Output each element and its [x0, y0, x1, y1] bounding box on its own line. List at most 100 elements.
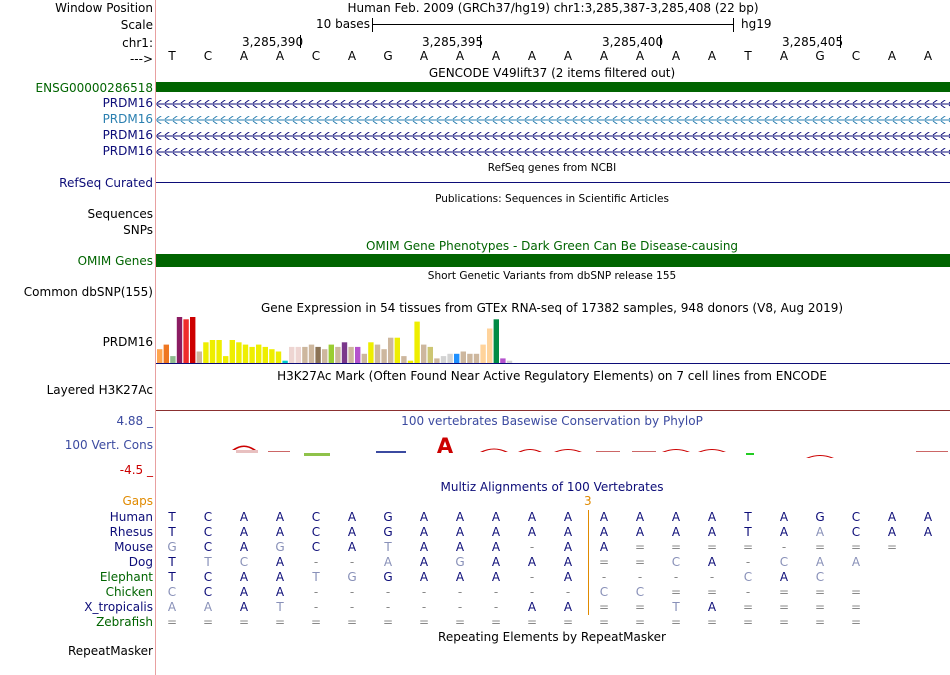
alignment-base: G	[167, 540, 177, 554]
alignment-base: A	[563, 570, 573, 584]
alignment-base: -	[637, 570, 643, 584]
alignment-base: -	[745, 555, 751, 569]
phylop-mark	[632, 451, 656, 452]
alignment-base: A	[419, 525, 429, 539]
alignment-base: =	[850, 585, 862, 599]
scale-label: Scale	[120, 18, 153, 32]
gtex-bar	[493, 319, 499, 363]
ensg-label[interactable]: ENSG00000286518	[35, 81, 153, 95]
species-label[interactable]: Rhesus	[109, 525, 153, 539]
base-letter: A	[275, 49, 285, 63]
alignment-base: A	[923, 510, 933, 524]
alignment-base: C	[239, 555, 249, 569]
omim-feature[interactable]	[156, 254, 950, 267]
gtex-bar	[454, 353, 460, 363]
alignment-base: C	[851, 510, 861, 524]
position-tick	[660, 35, 661, 48]
repeatmasker-title[interactable]: Repeating Elements by RepeatMasker	[438, 630, 666, 644]
gtex-bar	[308, 344, 315, 363]
alignment-base: A	[599, 540, 609, 554]
conservation-label[interactable]: 100 Vert. Cons	[64, 438, 153, 452]
alignment-base: =	[814, 540, 826, 554]
alignment-base: A	[491, 540, 501, 554]
alignment-base: C	[203, 540, 213, 554]
alignment-base: A	[923, 525, 933, 539]
phylop-mark	[662, 449, 690, 452]
alignment-base: C	[815, 570, 825, 584]
gtex-bar	[361, 353, 367, 363]
repeatmasker-label[interactable]: RepeatMasker	[67, 644, 153, 658]
alignment-base: G	[275, 540, 285, 554]
position-tick	[480, 35, 481, 48]
alignment-base: =	[850, 615, 862, 629]
alignment-base: =	[634, 600, 646, 614]
refseq-label[interactable]: RefSeq Curated	[59, 176, 153, 190]
alignment-base: C	[203, 570, 213, 584]
prdm16-label[interactable]: PRDM16	[102, 112, 153, 126]
alignment-base: =	[634, 615, 646, 629]
species-label[interactable]: Chicken	[105, 585, 153, 599]
prdm16-label[interactable]: PRDM16	[102, 96, 153, 110]
alignment-base: C	[311, 525, 321, 539]
gtex-bar	[447, 353, 453, 363]
h3k27ac-title[interactable]: H3K27Ac Mark (Often Found Near Active Re…	[277, 369, 827, 383]
gencode-title[interactable]: GENCODE V49lift37 (2 items filtered out)	[428, 66, 676, 80]
alignment-base: -	[709, 570, 715, 584]
gtex-bar	[170, 356, 176, 363]
species-label[interactable]: Human	[109, 510, 153, 524]
dbsnp-label[interactable]: Common dbSNP(155)	[23, 285, 153, 299]
gtex-bar	[467, 353, 473, 363]
species-label[interactable]: Dog	[128, 555, 153, 569]
gtex-title[interactable]: Gene Expression in 54 tissues from GTEx …	[260, 301, 844, 315]
label-separator	[155, 0, 156, 675]
base-letter: A	[527, 49, 537, 63]
alignment-base: A	[419, 570, 429, 584]
h3k27ac-label[interactable]: Layered H3K27Ac	[46, 383, 153, 397]
alignment-base: A	[527, 510, 537, 524]
scale-tick-left	[372, 18, 373, 32]
alignment-base: =	[706, 585, 718, 599]
refseq-feature[interactable]	[156, 182, 950, 183]
prdm16-transcripts[interactable]	[156, 96, 950, 160]
alignment-base: G	[383, 570, 393, 584]
refseq-title[interactable]: RefSeq genes from NCBI	[487, 162, 617, 174]
alignment-base: A	[419, 555, 429, 569]
gtex-expression-bars[interactable]	[156, 315, 950, 365]
prdm16-label[interactable]: PRDM16	[102, 144, 153, 158]
alignment-base: -	[673, 570, 679, 584]
base-letter: A	[779, 49, 789, 63]
base-letter: G	[815, 49, 825, 63]
multiz-title[interactable]: Multiz Alignments of 100 Vertebrates	[440, 480, 664, 494]
snps-label[interactable]: SNPs	[123, 223, 153, 237]
phylop-logo[interactable]: A	[156, 432, 950, 462]
alignment-base: =	[670, 585, 682, 599]
alignment-base: A	[707, 525, 717, 539]
gtex-bar	[427, 346, 433, 363]
species-label[interactable]: Elephant	[99, 570, 153, 584]
window-title[interactable]: Human Feb. 2009 (GRCh37/hg19) chr1:3,285…	[347, 1, 759, 15]
base-letter: A	[419, 49, 429, 63]
sequences-label[interactable]: Sequences	[87, 207, 153, 221]
omim-title[interactable]: OMIM Gene Phenotypes - Dark Green Can Be…	[365, 239, 739, 253]
gtex-bar	[289, 346, 295, 363]
omim-label[interactable]: OMIM Genes	[77, 254, 153, 268]
prdm16-label[interactable]: PRDM16	[102, 128, 153, 142]
gtex-bar	[256, 344, 262, 363]
publications-title[interactable]: Publications: Sequences in Scientific Ar…	[435, 193, 669, 205]
ensg-feature[interactable]	[156, 82, 950, 92]
alignment-base: C	[167, 585, 177, 599]
alignment-base: =	[814, 585, 826, 599]
species-label[interactable]: Mouse	[114, 540, 153, 554]
species-label[interactable]: Zebrafish	[96, 615, 153, 629]
gtex-bar	[460, 351, 466, 363]
base-letter: A	[671, 49, 681, 63]
conservation-title[interactable]: 100 vertebrates Basewise Conservation by…	[401, 414, 703, 428]
species-label[interactable]: X_tropicalis	[84, 600, 153, 614]
alignment-base: T	[744, 510, 752, 524]
alignment-base: A	[671, 510, 681, 524]
gtex-bar	[407, 360, 414, 363]
alignment-base: A	[383, 555, 393, 569]
gtex-label[interactable]: PRDM16	[102, 335, 153, 349]
alignment-base: =	[742, 600, 754, 614]
dbsnp-title[interactable]: Short Genetic Variants from dbSNP releas…	[427, 270, 677, 282]
